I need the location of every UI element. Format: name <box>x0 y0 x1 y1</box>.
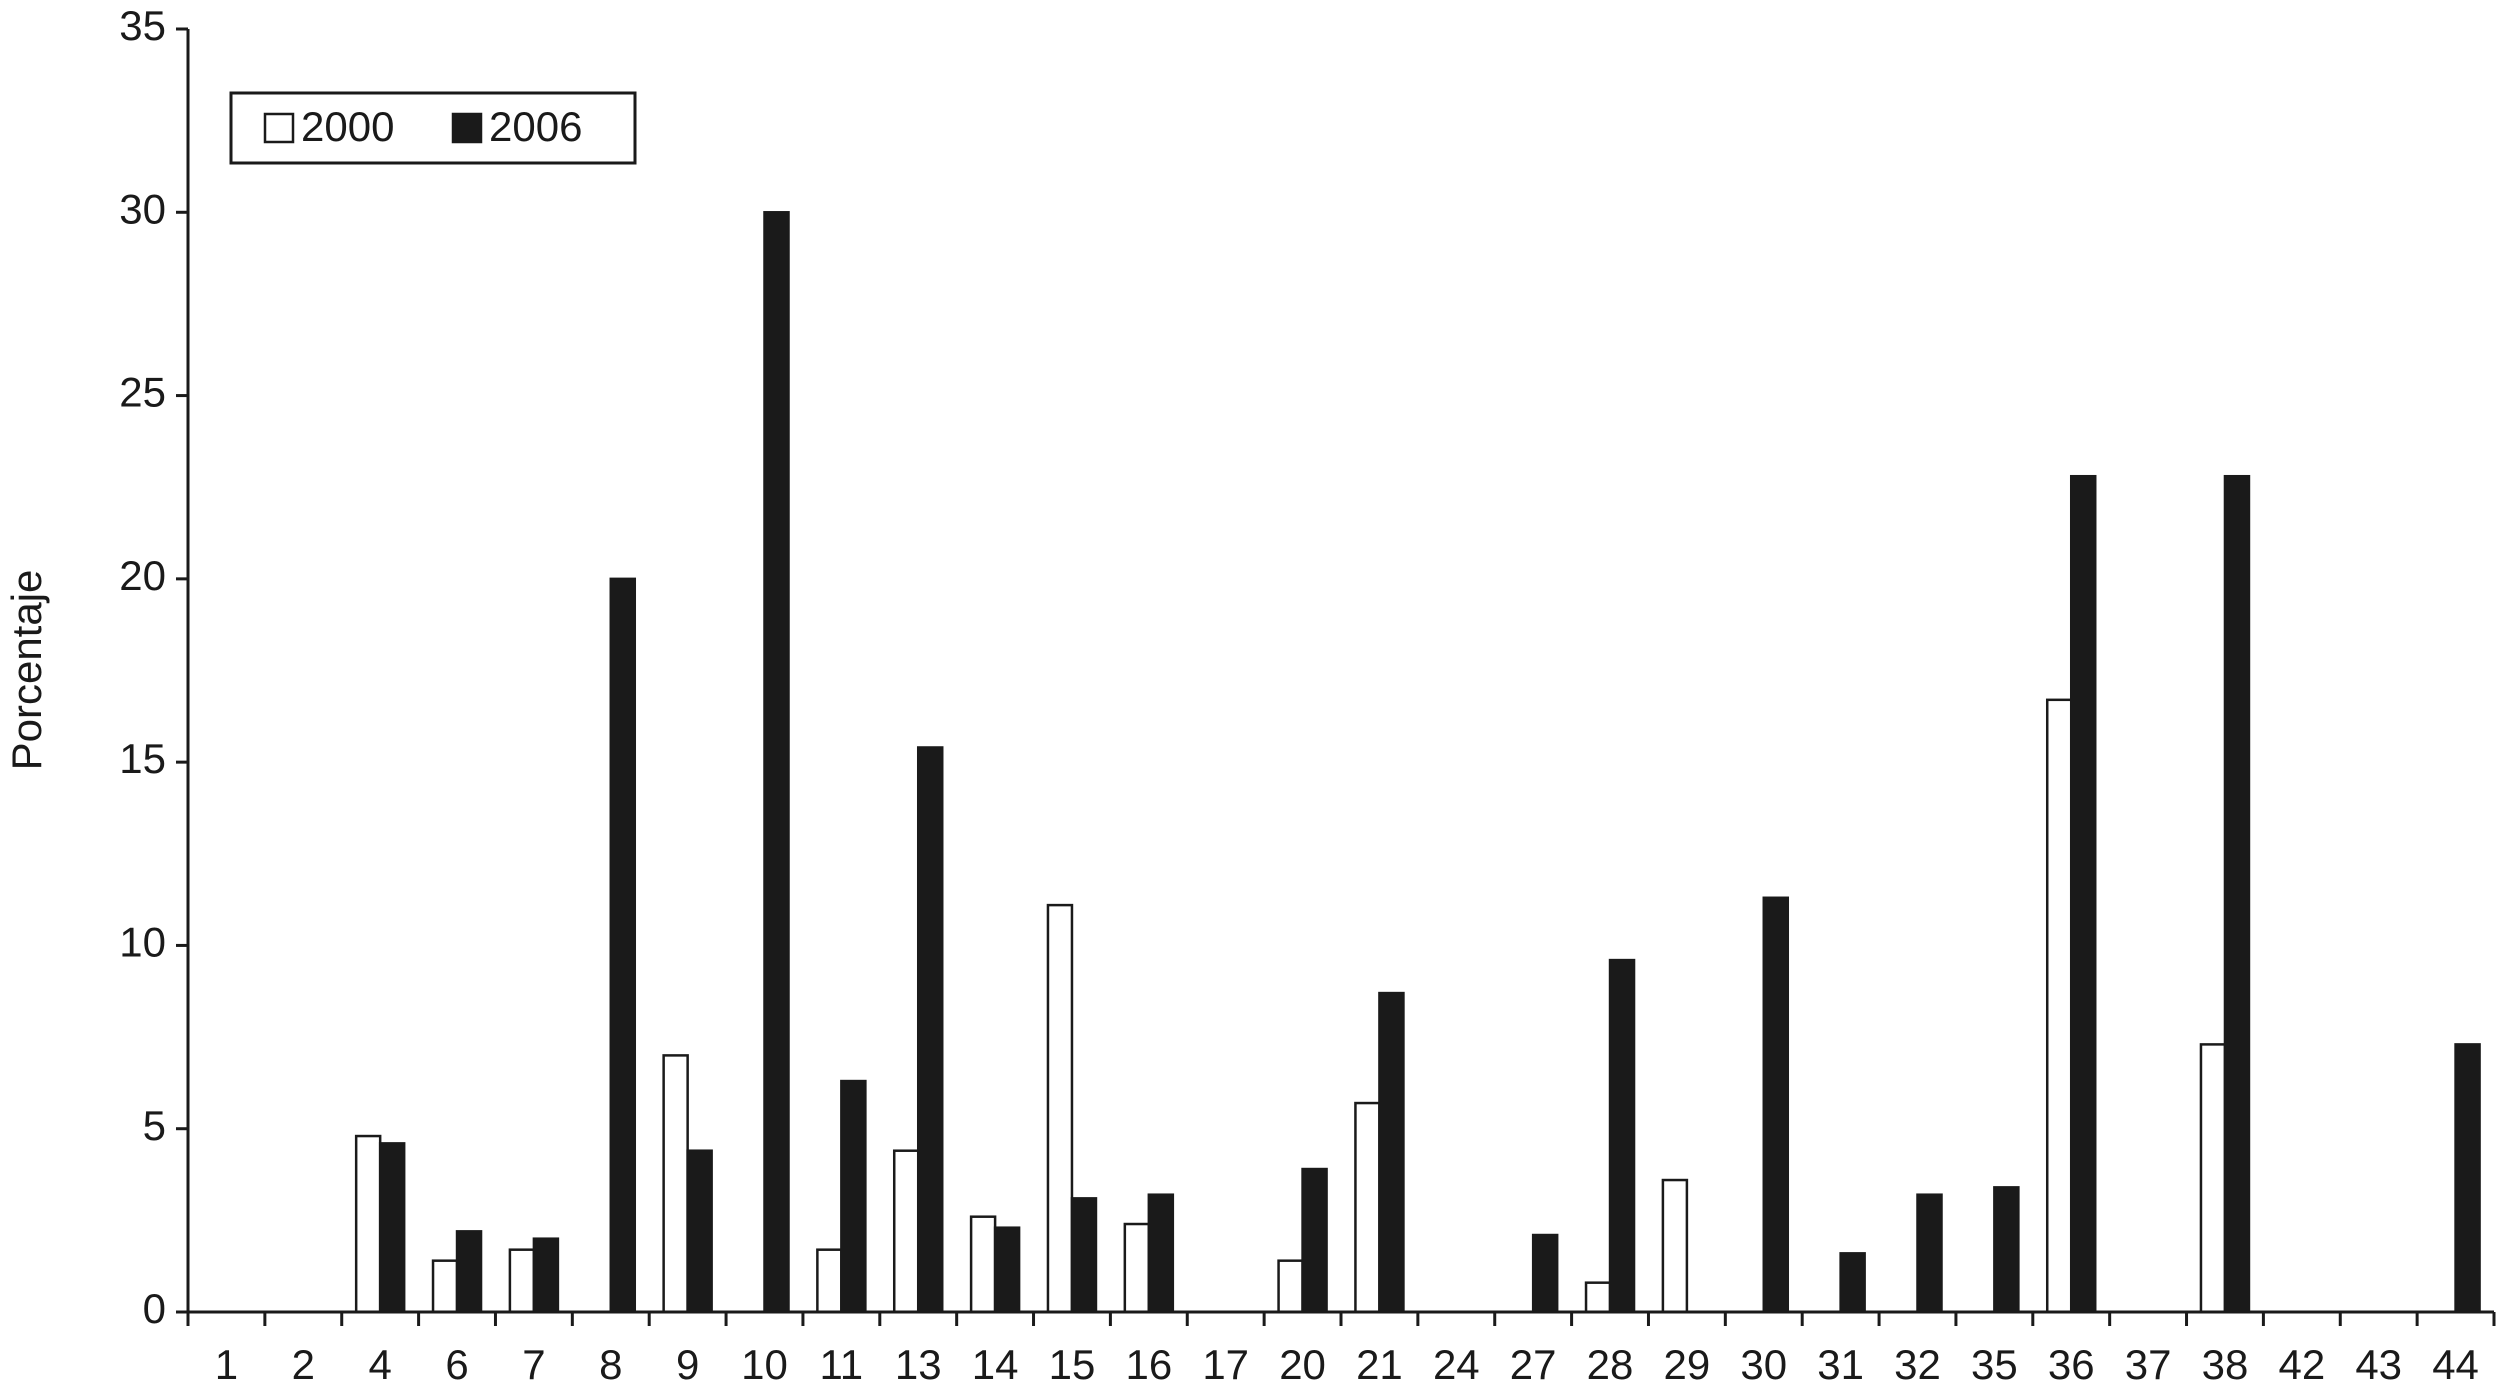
y-tick-label: 10 <box>119 919 166 966</box>
bar <box>763 211 790 1314</box>
x-tick-label: 30 <box>1740 1341 1787 1388</box>
bar <box>2223 474 2251 1314</box>
x-tick-label: 16 <box>1125 1341 1172 1388</box>
x-tick-label: 1 <box>215 1341 238 1388</box>
x-tick-label: 32 <box>1894 1341 1941 1388</box>
x-tick-label: 44 <box>2432 1341 2479 1388</box>
bar <box>1762 896 1790 1314</box>
bar <box>508 1248 536 1314</box>
x-tick-label: 24 <box>1433 1341 1480 1388</box>
bar <box>1070 1197 1098 1314</box>
bar <box>1993 1186 2020 1314</box>
bar <box>1301 1167 1328 1314</box>
bar <box>662 1054 689 1314</box>
legend-label: 2006 <box>489 103 582 150</box>
bar <box>892 1149 920 1314</box>
bar <box>969 1215 997 1314</box>
x-tick-label: 42 <box>2278 1341 2325 1388</box>
x-tick-label: 7 <box>522 1341 545 1388</box>
bar <box>431 1259 459 1314</box>
bar <box>916 746 944 1314</box>
bar <box>455 1230 483 1314</box>
x-tick-label: 37 <box>2125 1341 2172 1388</box>
x-tick-label: 36 <box>2048 1341 2095 1388</box>
y-axis-label: Porcentaje <box>3 570 50 771</box>
bar <box>1147 1193 1175 1314</box>
x-tick-label: 28 <box>1587 1341 1634 1388</box>
bar <box>2045 698 2073 1314</box>
x-tick-label: 10 <box>741 1341 788 1388</box>
bar <box>686 1149 713 1314</box>
bar <box>1839 1252 1866 1314</box>
bar <box>816 1248 843 1314</box>
y-tick-label: 25 <box>119 369 166 416</box>
x-tick-label: 43 <box>2355 1341 2402 1388</box>
bar <box>1608 958 1636 1314</box>
bar <box>1354 1101 1381 1314</box>
x-tick-label: 20 <box>1279 1341 1326 1388</box>
legend-swatch <box>451 112 483 144</box>
y-tick-label: 30 <box>119 185 166 232</box>
x-tick-label: 29 <box>1664 1341 1711 1388</box>
legend-swatch <box>263 112 295 144</box>
bar <box>1123 1222 1151 1314</box>
x-tick-label: 31 <box>1817 1341 1864 1388</box>
x-tick-label: 8 <box>599 1341 622 1388</box>
bar <box>532 1237 560 1314</box>
x-tick-label: 21 <box>1356 1341 1403 1388</box>
y-tick-label: 20 <box>119 552 166 599</box>
y-tick-label: 5 <box>143 1102 166 1149</box>
bar <box>2069 474 2097 1314</box>
x-tick-label: 35 <box>1971 1341 2018 1388</box>
y-tick-label: 35 <box>119 2 166 49</box>
x-tick-label: 4 <box>368 1341 391 1388</box>
bar <box>993 1226 1021 1314</box>
bar <box>1916 1193 1943 1314</box>
bar <box>609 577 637 1314</box>
x-tick-label: 27 <box>1510 1341 1557 1388</box>
bar <box>1531 1233 1559 1314</box>
legend-label: 2000 <box>301 103 394 150</box>
bar <box>354 1134 382 1314</box>
bar <box>840 1079 867 1314</box>
bar <box>2454 1043 2481 1314</box>
x-tick-label: 17 <box>1202 1341 1249 1388</box>
x-tick-label: 13 <box>895 1341 942 1388</box>
y-tick-label: 0 <box>143 1285 166 1332</box>
x-tick-label: 14 <box>972 1341 1019 1388</box>
x-tick-label: 6 <box>445 1341 468 1388</box>
x-tick-label: 15 <box>1049 1341 1096 1388</box>
bar <box>378 1142 406 1314</box>
bar <box>1584 1281 1612 1314</box>
x-tick-label: 2 <box>292 1341 315 1388</box>
bar <box>1661 1178 1689 1314</box>
bar <box>1046 903 1074 1314</box>
x-tick-label: 9 <box>676 1341 699 1388</box>
bar <box>2199 1043 2227 1314</box>
x-tick-label: 11 <box>820 1341 864 1388</box>
bar <box>1277 1259 1304 1314</box>
legend-box <box>229 91 637 165</box>
y-tick-label: 15 <box>119 735 166 782</box>
x-tick-label: 38 <box>2202 1341 2249 1388</box>
bar <box>1378 991 1405 1314</box>
